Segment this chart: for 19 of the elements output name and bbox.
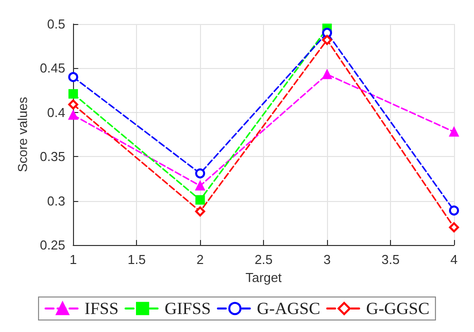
x-tick-label: 3 [323, 252, 331, 267]
y-tick-label: 0.45 [40, 60, 66, 76]
x-tick-label: 4 [450, 252, 458, 267]
x-tick-label: 1 [70, 252, 77, 267]
x-tick-label: 3.5 [381, 252, 400, 267]
x-tick-label: 2.5 [254, 252, 273, 267]
legend-label: G-GGSC [366, 299, 430, 318]
legend-label: G-AGSC [256, 299, 320, 318]
x-tick-label: 1.5 [128, 252, 146, 267]
y-tick-label: 0.4 [47, 104, 66, 120]
legend-label: GIFSS [164, 299, 211, 318]
y-tick-label: 0.5 [47, 16, 66, 32]
y-tick-label: 0.25 [40, 238, 66, 252]
x-tick-label: 2 [196, 252, 204, 267]
legend-label: IFSS [84, 299, 119, 318]
y-axis-title: Score values [15, 96, 30, 172]
y-tick-label: 0.3 [47, 193, 66, 208]
y-tick-label: 0.35 [40, 149, 66, 164]
x-axis-title: Target [246, 270, 282, 285]
